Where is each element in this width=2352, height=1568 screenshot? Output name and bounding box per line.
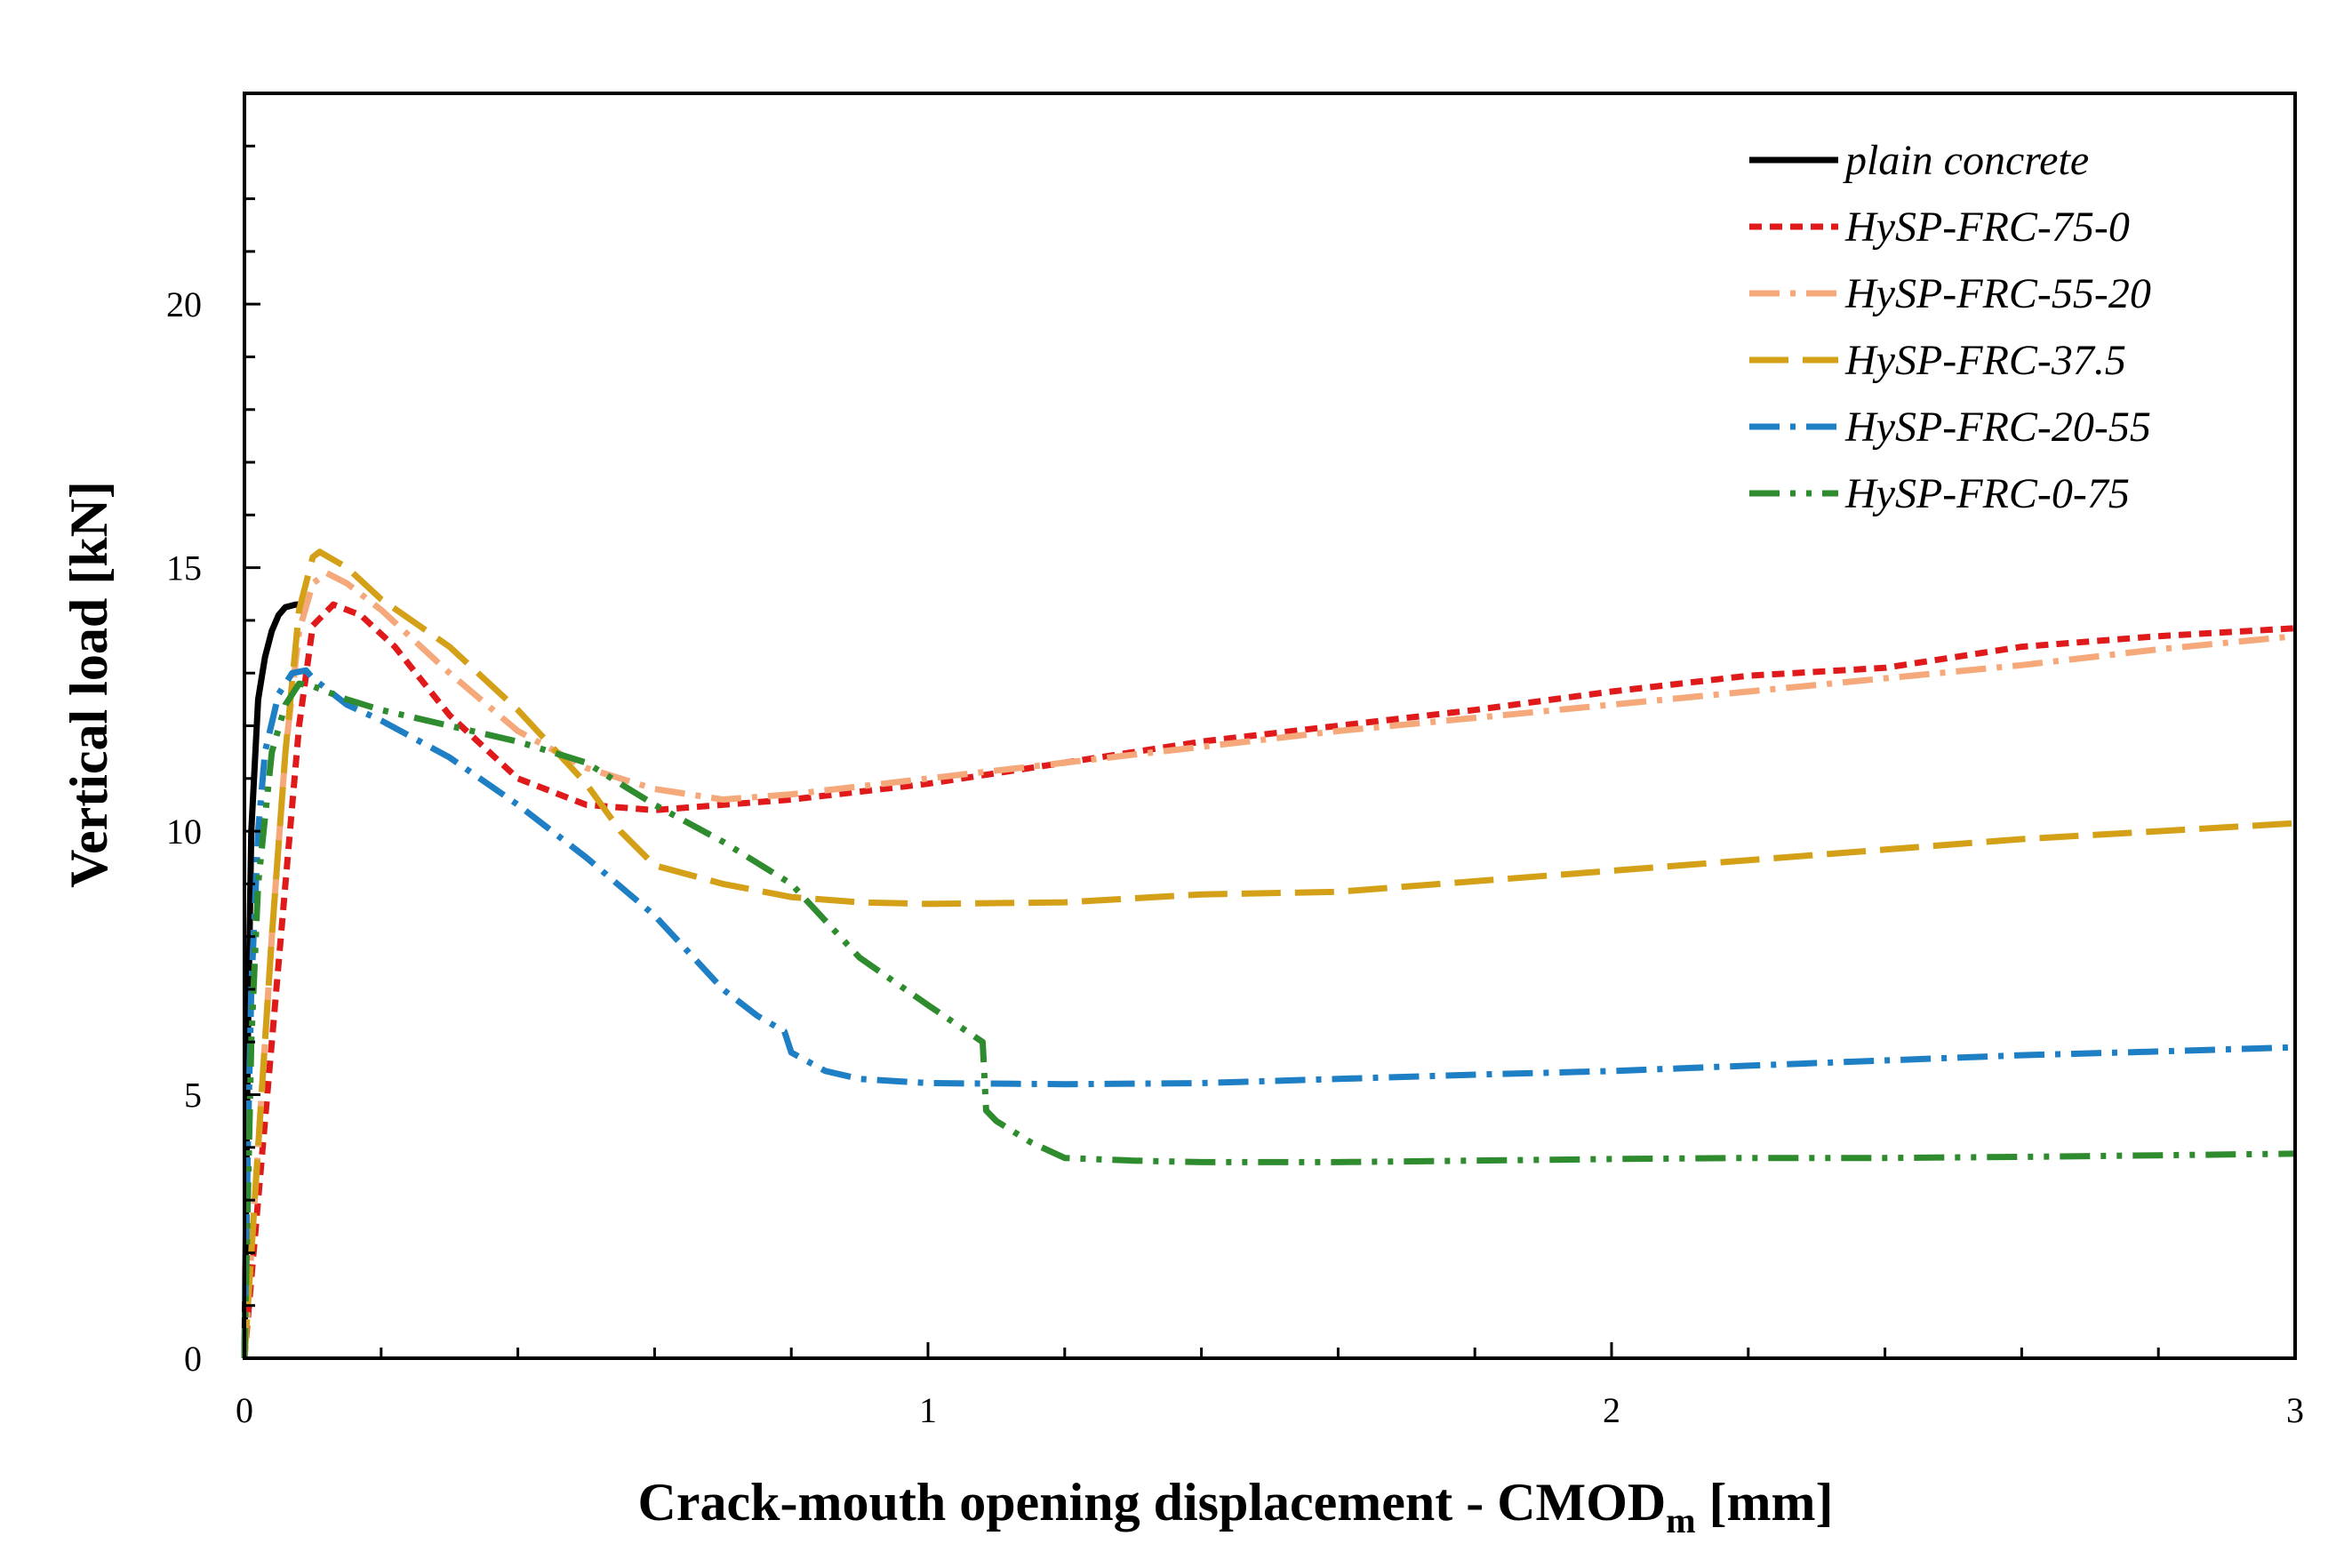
y-tick-label: 20 bbox=[166, 284, 202, 324]
y-tick-label: 10 bbox=[166, 812, 202, 852]
series-line-6 bbox=[241, 680, 2296, 1359]
x-tick-label: 1 bbox=[919, 1390, 937, 1430]
series-line-5 bbox=[241, 667, 2296, 1359]
legend-label-4: HySP-FRC-37.5 bbox=[1844, 337, 2126, 384]
y-tick-label: 15 bbox=[166, 548, 202, 588]
x-axis-title: Crack-mouth opening displacement - CMODm… bbox=[638, 1473, 1834, 1540]
legend-label-3: HySP-FRC-55-20 bbox=[1844, 270, 2151, 317]
x-axis-title-main: Crack-mouth opening displacement - CMOD bbox=[638, 1473, 1667, 1532]
legend: plain concrete HySP-FRC-75-0 HySP-FRC-55-2… bbox=[1749, 137, 2151, 517]
legend-label-1: plain concrete bbox=[1843, 137, 2089, 184]
y-tick-label: 5 bbox=[184, 1076, 202, 1116]
y-tick-label: 0 bbox=[184, 1339, 202, 1379]
label-layer: 0 1 2 3 0 5 10 15 20 bbox=[166, 284, 2304, 1430]
series-line-2 bbox=[241, 601, 2296, 1359]
x-tick-label: 2 bbox=[1603, 1390, 1620, 1430]
legend-label-2: HySP-FRC-75-0 bbox=[1844, 204, 2130, 251]
series-layer bbox=[241, 548, 2296, 1359]
x-tick-label: 0 bbox=[236, 1390, 253, 1430]
x-axis-title-unit: [mm] bbox=[1696, 1473, 1834, 1532]
y-axis-title: Vertical load [kN] bbox=[60, 481, 118, 888]
legend-label-5: HySP-FRC-20-55 bbox=[1844, 404, 2151, 451]
series-line-3 bbox=[241, 570, 2296, 1359]
series-line-4 bbox=[241, 548, 2296, 1359]
x-tick-label: 3 bbox=[2286, 1390, 2304, 1430]
tick-layer bbox=[243, 92, 2297, 1360]
legend-label-6: HySP-FRC-0-75 bbox=[1844, 470, 2130, 517]
x-axis-title-subscript: m bbox=[1666, 1500, 1695, 1540]
